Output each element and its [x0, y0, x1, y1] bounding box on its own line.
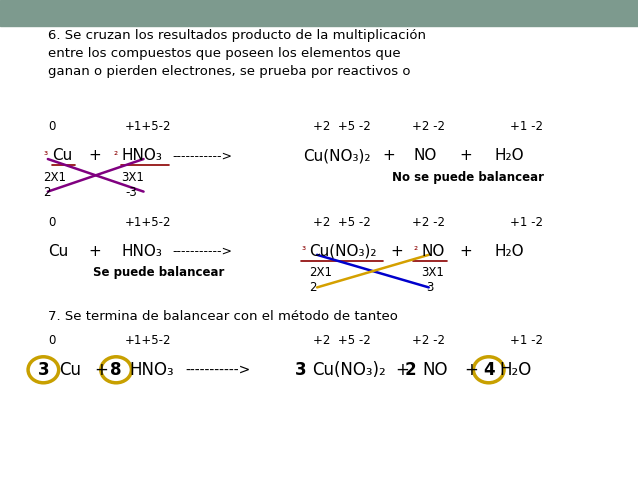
Text: ----------->: -----------> [172, 149, 232, 162]
Text: ³: ³ [43, 151, 47, 160]
Text: No se puede balancear: No se puede balancear [392, 171, 544, 184]
Text: 2: 2 [309, 281, 317, 294]
Text: +: + [464, 361, 478, 379]
Text: ----------->: -----------> [172, 245, 232, 258]
Text: 2: 2 [405, 361, 417, 379]
Text: Cu: Cu [52, 148, 73, 163]
Text: 4: 4 [483, 361, 494, 379]
Text: +2  +5 -2: +2 +5 -2 [313, 333, 371, 347]
Text: ²: ² [114, 151, 117, 160]
Text: +1 -2: +1 -2 [510, 216, 544, 229]
Text: 0: 0 [48, 120, 56, 134]
Text: Cu(NO₃)₂: Cu(NO₃)₂ [309, 244, 377, 259]
Text: Cu: Cu [48, 244, 68, 259]
Text: ³: ³ [301, 247, 305, 256]
Text: Se puede balancear: Se puede balancear [93, 265, 224, 279]
Text: ----------->: -----------> [185, 363, 250, 377]
Text: Cu(NO₃)₂: Cu(NO₃)₂ [303, 148, 371, 163]
Text: +: + [94, 361, 108, 379]
Text: 2: 2 [43, 186, 51, 199]
Text: +: + [395, 361, 409, 379]
Text: +2 -2: +2 -2 [412, 216, 445, 229]
Text: NO: NO [413, 148, 437, 163]
Text: 0: 0 [48, 216, 56, 229]
Text: H₂O: H₂O [494, 148, 524, 163]
Text: HNO₃: HNO₃ [129, 361, 174, 379]
Text: 3: 3 [295, 361, 307, 379]
Text: H₂O: H₂O [494, 244, 524, 259]
Text: H₂O: H₂O [499, 361, 531, 379]
Text: +2 -2: +2 -2 [412, 120, 445, 134]
Text: Cu: Cu [59, 361, 81, 379]
Text: HNO₃: HNO₃ [121, 148, 162, 163]
Text: +1+5-2: +1+5-2 [124, 216, 171, 229]
Text: +1 -2: +1 -2 [510, 333, 544, 347]
Text: -3: -3 [126, 186, 137, 199]
Text: +: + [390, 244, 403, 259]
Text: +: + [88, 148, 101, 163]
Text: ²: ² [413, 247, 417, 256]
Text: +1 -2: +1 -2 [510, 120, 544, 134]
Text: 3X1: 3X1 [421, 265, 444, 279]
Text: +: + [88, 244, 101, 259]
Text: 8: 8 [110, 361, 122, 379]
Text: 7. Se termina de balancear con el método de tanteo: 7. Se termina de balancear con el método… [48, 309, 397, 323]
Text: NO: NO [421, 244, 445, 259]
Text: +2 -2: +2 -2 [412, 333, 445, 347]
Text: 0: 0 [48, 333, 56, 347]
Text: +1+5-2: +1+5-2 [124, 120, 171, 134]
Text: +2  +5 -2: +2 +5 -2 [313, 216, 371, 229]
Text: 2X1: 2X1 [309, 265, 332, 279]
Text: +2  +5 -2: +2 +5 -2 [313, 120, 371, 134]
Text: 3X1: 3X1 [121, 171, 144, 184]
Text: +: + [459, 148, 472, 163]
Text: 3: 3 [38, 361, 49, 379]
Text: +: + [459, 244, 472, 259]
Text: NO: NO [422, 361, 448, 379]
Text: 2X1: 2X1 [43, 171, 66, 184]
Text: 6. Se cruzan los resultados producto de la multiplicación
entre los compuestos q: 6. Se cruzan los resultados producto de … [48, 29, 426, 78]
Text: Cu(NO₃)₂: Cu(NO₃)₂ [312, 361, 386, 379]
Text: 3: 3 [426, 281, 434, 294]
Text: +: + [383, 148, 396, 163]
Text: +1+5-2: +1+5-2 [124, 333, 171, 347]
Text: HNO₃: HNO₃ [121, 244, 162, 259]
